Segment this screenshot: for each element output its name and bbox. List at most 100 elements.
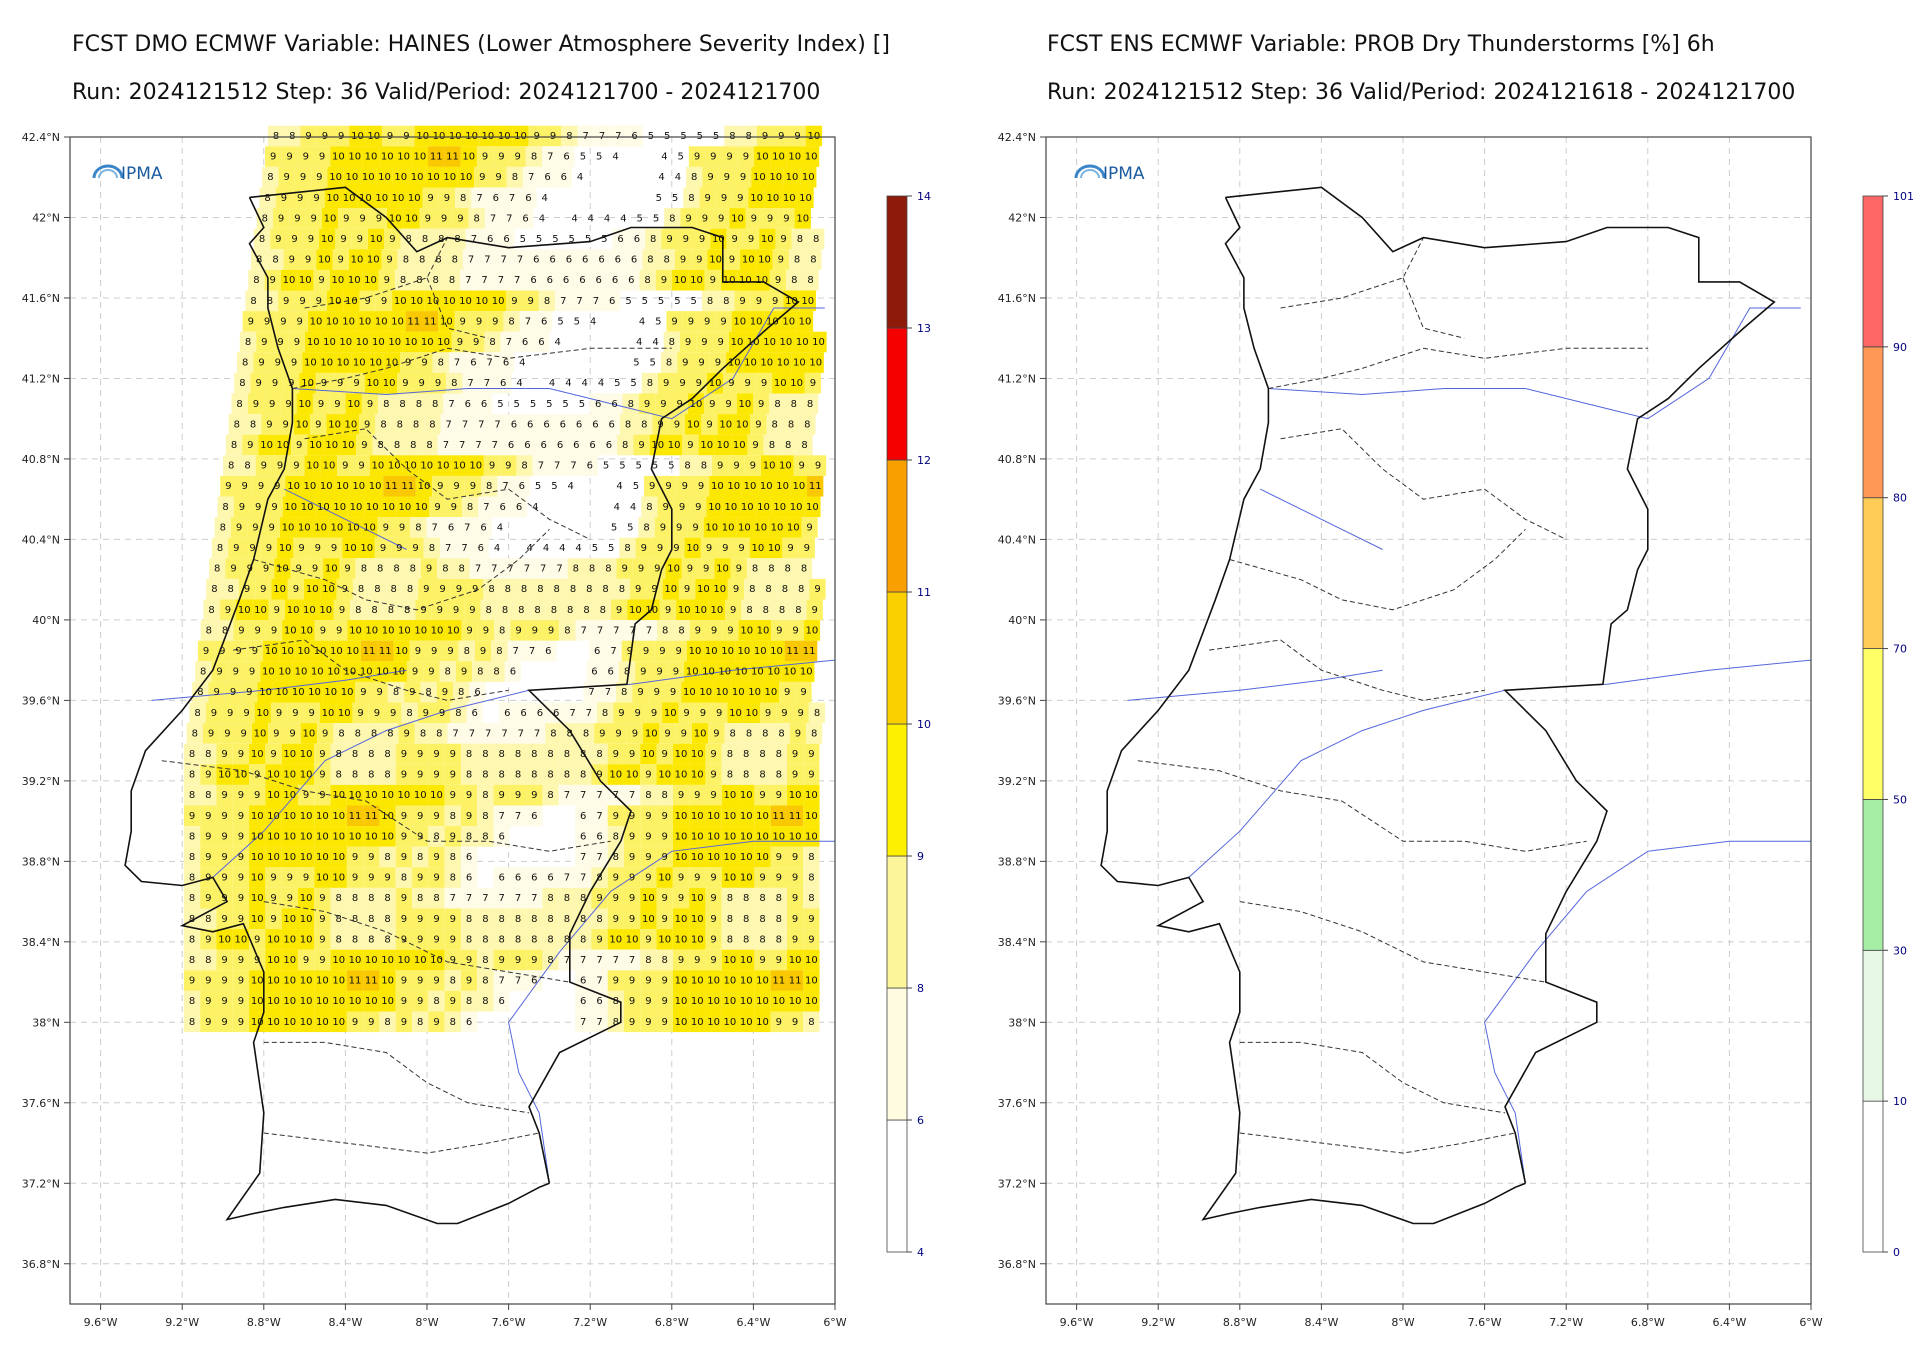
haines-cell	[705, 146, 722, 167]
haines-value: 6	[527, 419, 533, 430]
haines-cell	[502, 434, 520, 456]
haines-value: 6	[563, 152, 569, 163]
haines-value: 9	[450, 831, 456, 842]
haines-value: 10	[365, 790, 378, 801]
haines-value: 9	[437, 605, 443, 616]
haines-value: 9	[300, 172, 306, 183]
haines-cell	[780, 311, 797, 332]
haines-value: 8	[264, 193, 270, 204]
haines-value: 10	[740, 811, 753, 822]
haines-value: 10	[378, 172, 391, 183]
haines-value: 10	[724, 873, 737, 884]
haines-cell	[505, 414, 523, 435]
haines-value: 6	[543, 419, 549, 430]
haines-cell	[457, 290, 474, 312]
haines-value: 7	[570, 461, 576, 472]
haines-value: 8	[442, 564, 448, 575]
haines-value: 8	[466, 914, 472, 925]
haines-value: 10	[364, 275, 377, 286]
haines-cell	[672, 269, 689, 291]
haines-value: 8	[778, 728, 784, 739]
haines-cell	[297, 269, 314, 291]
haines-value: 7	[502, 481, 508, 492]
haines-value: 7	[461, 543, 467, 554]
haines-value: 5	[562, 399, 568, 410]
haines-value: 9	[433, 770, 439, 781]
haines-value: 8	[482, 831, 488, 842]
haines-value: 9	[260, 584, 266, 595]
haines-cell	[362, 146, 380, 167]
haines-value: 10	[283, 976, 296, 987]
haines-value: 7	[452, 728, 458, 739]
haines-cell	[565, 455, 582, 476]
haines-cell	[767, 166, 784, 188]
haines-value: 9	[296, 564, 302, 575]
haines-value: 9	[309, 708, 315, 719]
haines-value: 8	[804, 419, 810, 430]
haines-value: 10	[740, 790, 753, 801]
haines-cell	[362, 269, 379, 291]
haines-value: 7	[580, 790, 586, 801]
haines-cell	[649, 434, 666, 456]
haines-value: 9	[451, 502, 457, 513]
haines-value: 9	[417, 996, 423, 1007]
haines-cell	[419, 331, 436, 353]
haines-cell	[786, 269, 803, 291]
haines-value: 9	[792, 914, 798, 925]
haines-value: 10	[267, 996, 280, 1007]
haines-value: 9	[627, 646, 633, 657]
haines-value: 8	[228, 584, 234, 595]
haines-value: 8	[646, 502, 652, 513]
haines-value: 9	[784, 687, 790, 698]
haines-value: 10	[756, 831, 769, 842]
haines-cell	[769, 393, 786, 415]
haines-value: 9	[205, 770, 211, 781]
haines-value: 7	[465, 275, 471, 286]
haines-cell	[476, 146, 494, 167]
haines-value: 9	[792, 893, 798, 904]
haines-cell	[384, 228, 401, 250]
right-map[interactable]: 42.4°N42°N41.6°N41.2°N40.8°N40.4°N40°N39…	[968, 0, 1928, 1359]
left-map[interactable]: 8 8 9 9 9 10 10 9 9 10 10 10 10 10 10 10 9 9 8 7 7 7 6 5 5 5 5 5 8 8 9…	[0, 0, 960, 1359]
haines-value: 10	[459, 296, 472, 307]
haines-cell	[794, 208, 811, 229]
haines-value: 10	[626, 770, 639, 781]
haines-value: 8	[669, 213, 675, 224]
haines-value: 8	[482, 914, 488, 925]
haines-value: 9	[704, 316, 710, 327]
haines-value: 4	[555, 337, 561, 348]
haines-value: 7	[596, 955, 602, 966]
haines-value: 10	[700, 440, 713, 451]
haines-value: 10	[805, 955, 818, 966]
haines-value: 10	[350, 502, 363, 513]
haines-value: 10	[332, 790, 345, 801]
haines-value: 9	[247, 440, 253, 451]
haines-value: 10	[300, 770, 313, 781]
haines-cell	[255, 455, 272, 476]
haines-value: 8	[433, 275, 439, 286]
haines-value: 9	[645, 996, 651, 1007]
haines-value: 10	[758, 255, 771, 266]
haines-value: 10	[767, 193, 780, 204]
haines-value: 9	[425, 213, 431, 224]
haines-value: 9	[466, 976, 472, 987]
haines-cell	[289, 208, 306, 229]
haines-value: 10	[283, 749, 296, 760]
national-border	[1225, 186, 1776, 1184]
haines-value: 9	[649, 481, 655, 492]
right-colorbar-label: 30	[1893, 944, 1907, 957]
haines-value: 8	[531, 914, 537, 925]
haines-value: 10	[262, 667, 275, 678]
haines-value: 10	[342, 440, 355, 451]
haines-value: 8	[752, 564, 758, 575]
haines-value: 10	[260, 440, 273, 451]
haines-value: 10	[690, 275, 703, 286]
haines-value: 10	[723, 275, 736, 286]
coastline	[1100, 197, 1526, 1225]
haines-cell	[551, 434, 569, 456]
haines-value: 7	[499, 976, 505, 987]
haines-value: 8	[641, 419, 647, 430]
haines-value: 10	[251, 893, 264, 904]
haines-value: 10	[757, 502, 770, 513]
haines-cell	[506, 290, 523, 312]
